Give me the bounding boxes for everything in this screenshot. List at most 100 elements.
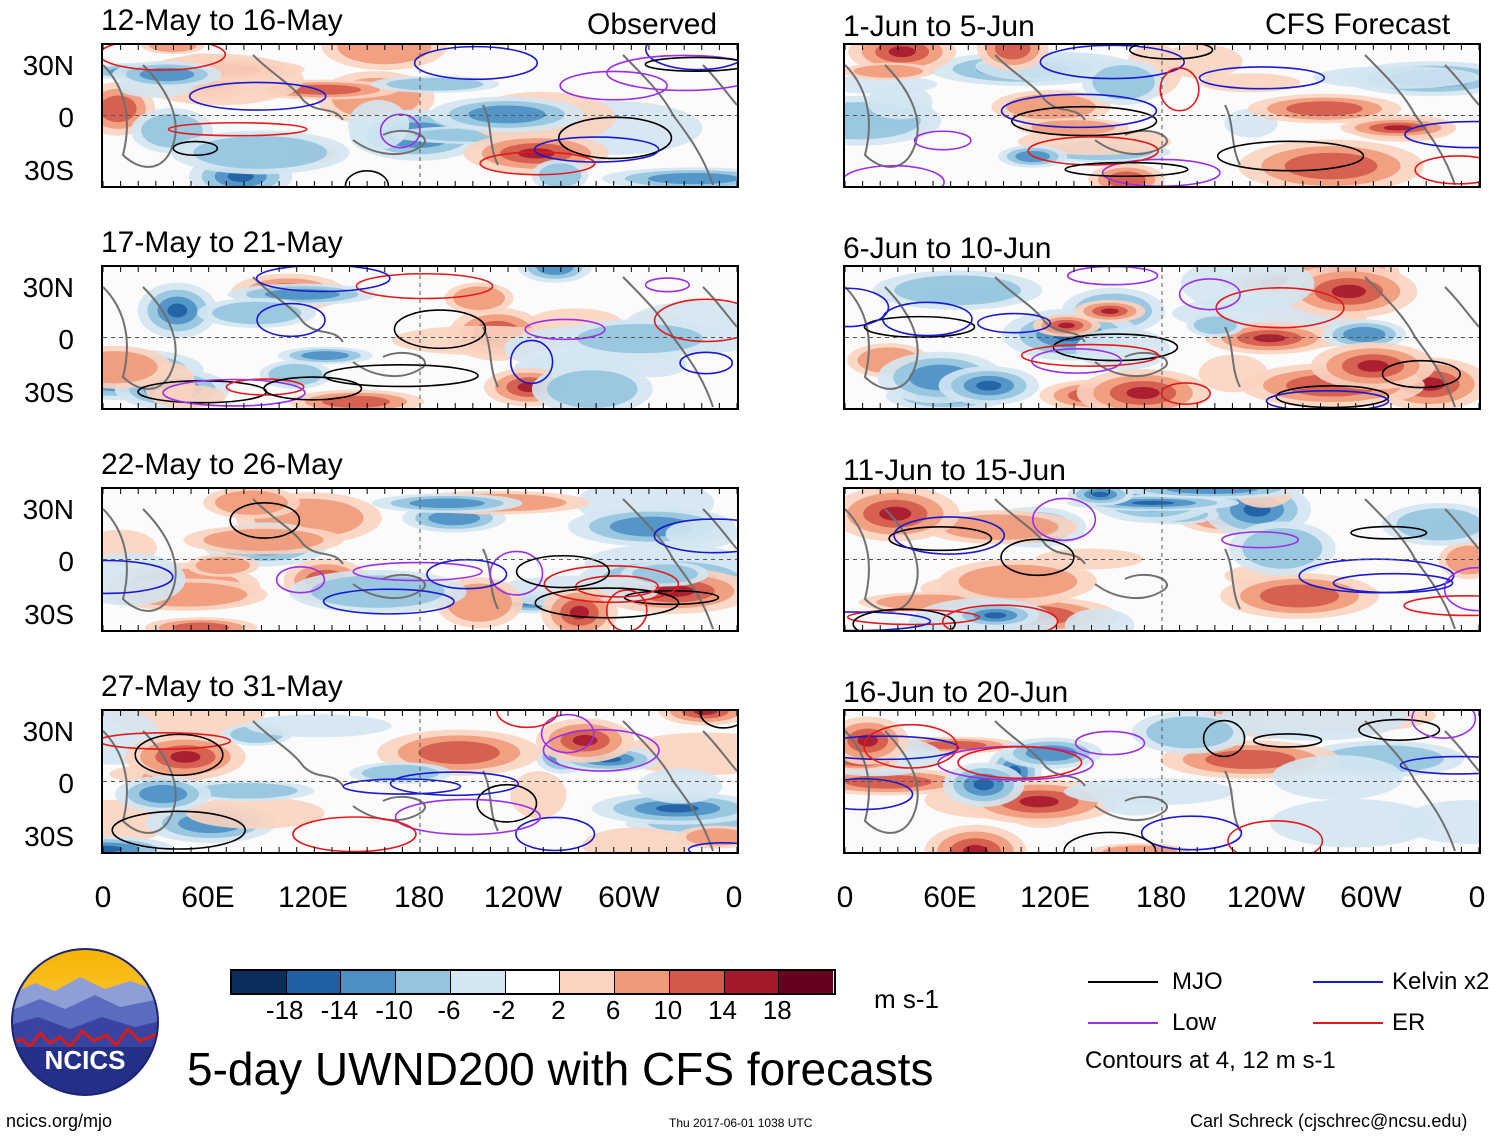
wave-contour [863, 315, 976, 338]
coastline [482, 104, 499, 166]
map-panel-observed-1 [101, 43, 739, 188]
anomaly-shading [1180, 267, 1315, 312]
wave-contour [653, 298, 737, 343]
anomaly-shading [103, 351, 158, 384]
wave-contour [533, 136, 660, 163]
anomaly-shading [1102, 793, 1167, 816]
legend-contour-note: Contours at 4, 12 m s-1 [1085, 1047, 1336, 1074]
y-tick-eq-4: 0 [58, 768, 74, 799]
anomaly-shading [1058, 322, 1076, 329]
panel-title-forecast-2: 6-Jun to 10-Jun [843, 232, 1052, 265]
map-panel-observed-3 [101, 487, 739, 632]
anomaly-shading [538, 163, 582, 186]
panel-title-observed-1: 12-May to 16-May [101, 4, 343, 37]
coastline [1094, 129, 1168, 156]
y-tick-30s-3: 30S [24, 599, 74, 630]
wave-contour [1027, 136, 1159, 166]
anomaly-shading [582, 827, 689, 852]
anomaly-shading [976, 380, 1002, 391]
anomaly-shading [1242, 528, 1323, 569]
coastline [702, 508, 737, 550]
colorbar-cell [286, 971, 342, 993]
x-tick-left-0-end: 0 [725, 881, 743, 914]
legend-mjo-label: MJO [1172, 968, 1223, 995]
wave-contour [379, 113, 421, 149]
wave-contour [1202, 719, 1246, 758]
panel-title-forecast-4: 16-Jun to 20-Jun [843, 676, 1069, 709]
wave-contour [1074, 730, 1146, 756]
anomaly-shading [337, 45, 432, 65]
anomaly-shading [962, 844, 989, 852]
coastline [103, 730, 177, 834]
wave-contour [977, 312, 1052, 334]
coastline [352, 351, 426, 378]
footer-timestamp: Thu 2017-06-01 1038 UTC [669, 1116, 813, 1130]
wave-contour [479, 151, 596, 176]
anomaly-shading [139, 785, 188, 804]
colorbar-cell [615, 971, 670, 993]
colorbar-cell [724, 971, 780, 993]
wave-contour [543, 564, 680, 604]
wave-contour [845, 287, 890, 328]
anomaly-shading [1200, 73, 1301, 93]
y-tick-30s-1: 30S [24, 155, 74, 186]
anomaly-shading [193, 136, 328, 169]
anomaly-shading [686, 828, 737, 846]
anomaly-shading [637, 768, 723, 804]
coastline [702, 286, 737, 328]
footer-source-link[interactable]: ncics.org/mjo [6, 1111, 113, 1131]
wave-contour [1332, 572, 1454, 594]
x-tick-right-60e: 60E [923, 881, 977, 914]
wave-contour [188, 81, 327, 111]
legend-er-line [1313, 1022, 1383, 1024]
anomaly-shading [418, 741, 500, 765]
wave-contour [542, 728, 660, 772]
wave-contour [275, 565, 326, 594]
wave-contour [393, 309, 487, 350]
wave-contour [534, 587, 680, 619]
anomaly-shading [139, 67, 195, 82]
anomaly-shading [510, 771, 567, 819]
wave-contour [557, 116, 673, 160]
ncics-logo-graphic: NCICS [11, 948, 159, 1096]
wave-contour [225, 378, 305, 396]
y-tick-30n-4: 30N [22, 716, 74, 747]
wave-contour [292, 816, 417, 852]
coastline [103, 286, 177, 390]
x-tick-left-120w: 120W [483, 881, 563, 914]
wave-contour [496, 711, 559, 729]
coastline [1094, 795, 1168, 822]
wave-contour [172, 140, 219, 157]
wave-contour [323, 364, 479, 388]
wave-contour [515, 554, 610, 589]
wave-contour [1178, 278, 1241, 311]
legend-low-line [1088, 1022, 1158, 1024]
wave-contour [893, 516, 1006, 555]
anomaly-shading [103, 845, 123, 852]
wave-contour [389, 771, 519, 797]
x-tick-right-60w: 60W [1340, 881, 1402, 914]
anomaly-shading [984, 612, 1007, 619]
colorbar-tick: -2 [492, 995, 516, 1025]
anomaly-shading [647, 172, 737, 185]
y-tick-30s-2: 30S [24, 377, 74, 408]
wave-contour [1066, 267, 1159, 286]
wave-contour [881, 301, 973, 337]
legend-kelvin-line [1313, 981, 1383, 983]
colorbar-tick: 10 [653, 995, 683, 1025]
coastline [352, 573, 426, 600]
anomaly-shading [1101, 308, 1119, 315]
wave-contour [352, 561, 483, 582]
anomaly-shading [1331, 284, 1366, 299]
x-tick-left-60e: 60E [181, 881, 235, 914]
wave-contour [1052, 333, 1179, 362]
anomaly-shading [151, 384, 226, 408]
coastline [252, 720, 344, 787]
y-tick-30n-2: 30N [22, 272, 74, 303]
anomaly-shading [1063, 778, 1235, 806]
x-tick-right-0-end: 0 [1468, 881, 1486, 914]
wave-contour [134, 733, 224, 777]
map-panel-observed-2 [101, 265, 739, 410]
map-panel-observed-4 [101, 709, 739, 854]
colorbar-tick: 14 [708, 995, 737, 1025]
